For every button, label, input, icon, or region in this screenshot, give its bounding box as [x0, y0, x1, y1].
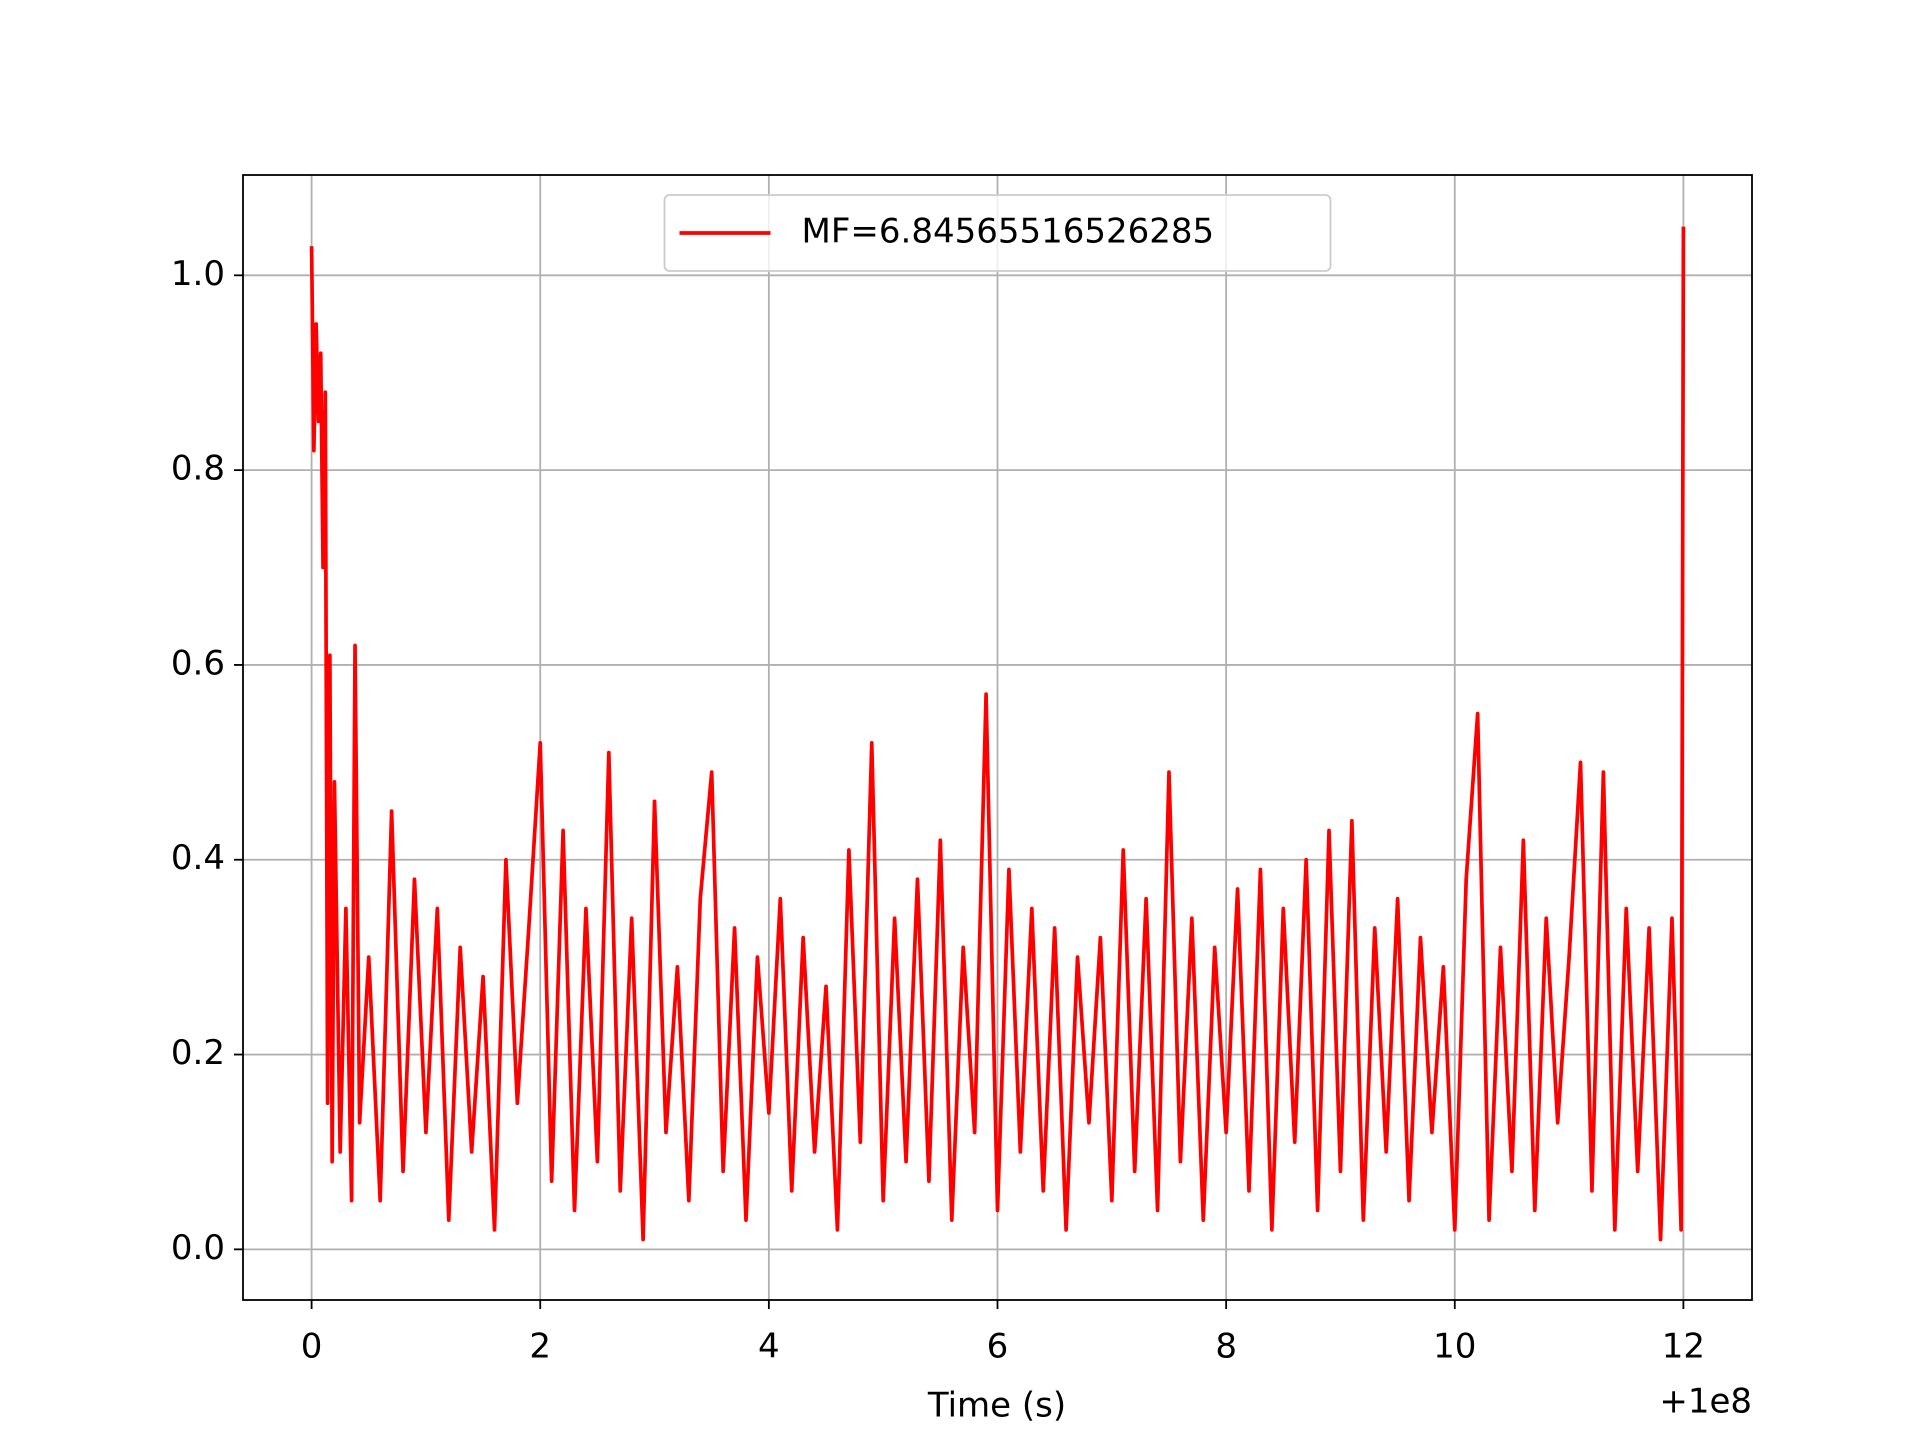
x-tick-label: 6 — [987, 1327, 1009, 1367]
y-tick-label: 0.6 — [171, 643, 225, 683]
plot-frame — [242, 174, 1753, 1301]
x-tick-label: 4 — [758, 1327, 780, 1367]
data-line — [309, 226, 1686, 1242]
x-offset-label: +1e8 — [1659, 1382, 1752, 1422]
y-tick-label: 0.0 — [171, 1228, 225, 1268]
x-tick-label: 12 — [1662, 1327, 1705, 1367]
y-tick-label: 0.2 — [171, 1033, 225, 1073]
y-tick-label: 1.0 — [171, 254, 225, 294]
x-tick-label: 2 — [529, 1327, 551, 1367]
legend-label: MF=6.84565516526285 — [802, 212, 1215, 252]
legend-box — [663, 194, 1332, 272]
y-tick-label: 0.8 — [171, 449, 225, 489]
x-axis-label: Time (s) — [927, 1386, 1066, 1426]
x-tick-label: 10 — [1433, 1327, 1476, 1367]
x-tick-label: 0 — [301, 1327, 323, 1367]
y-tick-label: 0.4 — [171, 838, 225, 878]
x-tick-label: 8 — [1215, 1327, 1237, 1367]
